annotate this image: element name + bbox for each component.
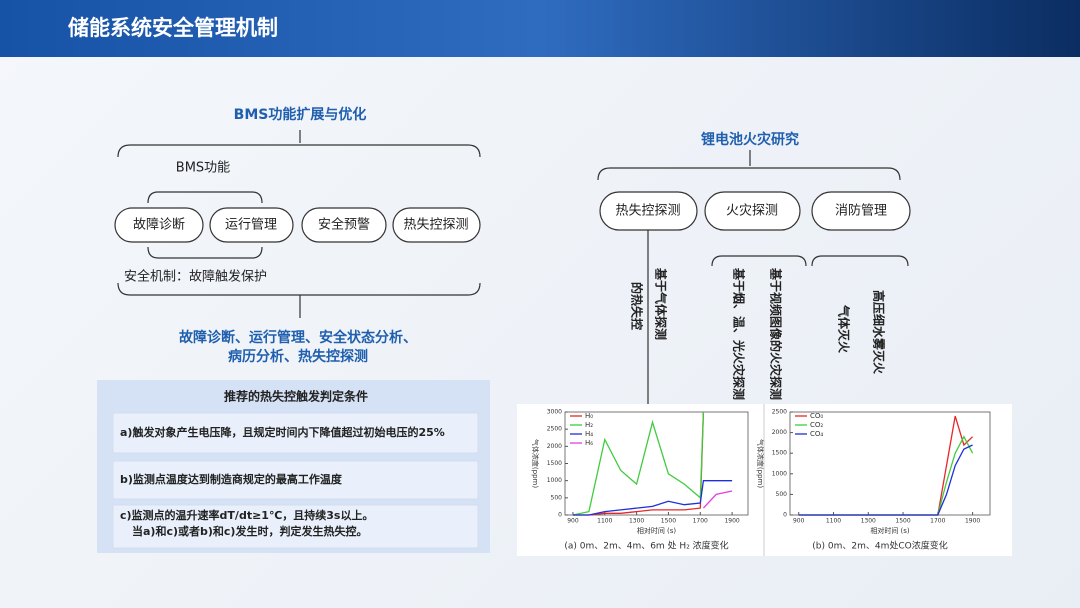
series-line: [798, 444, 973, 516]
caption: (a) 0m、2m、4m、6m 处 H₂ 浓度变化: [564, 540, 728, 552]
y-tick-label: 2500: [547, 426, 562, 433]
brace: [147, 246, 263, 259]
pill-label: 运行管理: [225, 218, 277, 233]
brace: [147, 191, 263, 204]
series-line: [702, 490, 733, 509]
vertical-label: 的热失控: [630, 282, 645, 330]
series-line: [573, 480, 733, 516]
summary: 故障诊断、运行管理、安全状态分析、: [179, 329, 417, 346]
x-tick-label: 1500: [661, 518, 676, 525]
condition-row: [112, 460, 479, 500]
caption: (b) 0m、2m、4m处CO浓度变化: [812, 540, 947, 552]
legend-label: CO₀: [810, 412, 823, 420]
y-tick-label: 2000: [772, 429, 787, 436]
x-tick-label: 1300: [861, 518, 876, 525]
brace: [117, 130, 481, 158]
y-axis-label: 气体浓度(ppm): [531, 439, 540, 488]
vertical-label: 基于视频图像的火灾探测: [769, 267, 784, 400]
x-tick-label: 1300: [629, 518, 644, 525]
y-axis-label: 气体浓度(ppm): [756, 439, 765, 488]
y-tick-label: 2500: [772, 409, 787, 416]
brace: [117, 282, 481, 318]
pill: [704, 191, 801, 231]
mechanism: 安全机制：故障触发保护: [124, 269, 267, 285]
x-tick-label: 1100: [826, 518, 841, 525]
pill: [209, 207, 294, 243]
y-tick-label: 500: [551, 494, 563, 501]
y-tick-label: 2000: [547, 443, 562, 450]
x-axis-label: 相对时间 (s): [637, 526, 677, 535]
y-tick-label: 1500: [772, 450, 787, 457]
y-tick-label: 1000: [772, 470, 787, 477]
condition-row: [112, 504, 479, 549]
heading: BMS功能扩展与优化: [234, 106, 367, 123]
heading: 锂电池火灾研究: [701, 131, 799, 148]
condition: 当a)和c)或者b)和c)发生时，判定发生热失控。: [132, 524, 367, 538]
header-bar: [0, 0, 1080, 57]
x-tick-label: 900: [567, 518, 579, 525]
vertical-label: 基于气体探测: [654, 267, 669, 340]
summary: 病历分析、热失控探测: [228, 348, 368, 365]
y-tick-label: 0: [783, 512, 787, 519]
vertical-label: 基于烟、温、光火灾探测: [732, 267, 747, 400]
condition-row: [112, 412, 479, 454]
pill: [114, 207, 204, 243]
pill: [301, 207, 387, 243]
condition: b)监测点温度达到制造商规定的最高工作温度: [120, 472, 343, 486]
condition: a)触发对象产生电压降，且规定时间内下降值超过初始电压的25%: [120, 425, 445, 439]
legend-label: CO₄: [810, 430, 823, 438]
sub-heading: BMS功能: [176, 161, 230, 176]
y-tick-label: 1500: [547, 460, 562, 467]
pill: [811, 191, 911, 231]
x-tick-label: 1700: [930, 518, 945, 525]
x-tick-label: 1500: [895, 518, 910, 525]
vertical-label: 高压细水雾灭火: [872, 290, 887, 375]
series-line: [572, 411, 705, 516]
conditions-title: 推荐的热失控触发判定条件: [224, 389, 368, 404]
y-tick-label: 500: [776, 491, 788, 498]
legend-label: H₆: [585, 439, 593, 447]
y-tick-label: 0: [558, 512, 562, 519]
x-tick-label: 1900: [965, 518, 980, 525]
x-tick-label: 900: [793, 518, 805, 525]
pill-label: 安全预警: [318, 217, 370, 233]
x-tick-label: 1700: [693, 518, 708, 525]
legend-label: H₄: [585, 430, 593, 438]
pill-label: 消防管理: [835, 203, 887, 219]
x-tick-label: 1100: [597, 518, 612, 525]
legend-label: H₀: [585, 412, 593, 420]
legend-label: CO₂: [810, 421, 823, 429]
pill-label: 火灾探测: [726, 203, 778, 219]
pill: [392, 207, 481, 243]
x-tick-label: 1900: [724, 518, 739, 525]
pill-label: 故障诊断: [133, 218, 185, 233]
legend-label: H₂: [585, 421, 593, 429]
series-line: [573, 411, 705, 516]
vertical-label: 气体灭火: [837, 304, 852, 354]
brace: [597, 150, 901, 181]
condition: c)监测点的温升速率dT/dt≥1℃，且持续3s以上。: [120, 508, 373, 522]
connector: [647, 230, 909, 405]
x-axis-label: 相对时间 (s): [870, 526, 910, 535]
header-title: 储能系统安全管理机制: [68, 16, 278, 40]
y-tick-label: 3000: [547, 409, 562, 416]
pill-label: 热失控探测: [615, 204, 680, 219]
pill-label: 热失控探测: [403, 218, 468, 233]
y-tick-label: 1000: [547, 477, 562, 484]
